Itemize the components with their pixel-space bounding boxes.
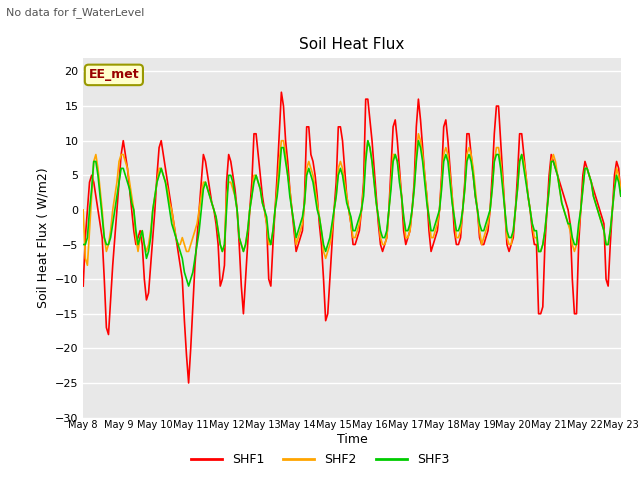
X-axis label: Time: Time	[337, 433, 367, 446]
Y-axis label: Soil Heat Flux ( W/m2): Soil Heat Flux ( W/m2)	[36, 168, 49, 308]
Text: No data for f_WaterLevel: No data for f_WaterLevel	[6, 7, 145, 18]
Title: Soil Heat Flux: Soil Heat Flux	[300, 37, 404, 52]
Legend: SHF1, SHF2, SHF3: SHF1, SHF2, SHF3	[186, 448, 454, 471]
Text: EE_met: EE_met	[88, 68, 140, 82]
